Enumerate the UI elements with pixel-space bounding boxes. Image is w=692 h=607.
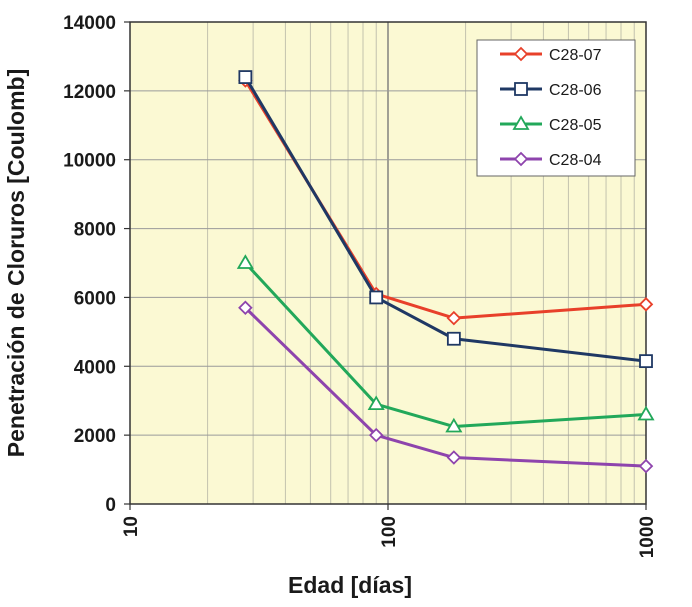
series-C28-06 <box>238 70 653 369</box>
data-point-diamond <box>513 46 529 62</box>
data-point-diamond <box>446 450 462 465</box>
x-tick-label: 1000 <box>637 516 658 558</box>
x-tick-label: 100 <box>379 516 400 548</box>
grid-lines <box>130 22 646 504</box>
y-tick-label: 14000 <box>63 13 116 34</box>
x-tick-labels: 10 100 1000 <box>121 504 658 558</box>
y-tick-label: 0 <box>105 495 116 516</box>
data-point-triangle <box>512 115 530 130</box>
legend-entry: C28-07 <box>500 46 602 64</box>
data-point-diamond <box>638 458 654 474</box>
series-C28-05 <box>236 254 655 433</box>
data-point-diamond <box>513 151 529 167</box>
x-tick-label: 10 <box>121 516 142 537</box>
y-tick-label: 10000 <box>63 151 116 172</box>
legend: C28-07 C28-06 C28-05 C28-04 <box>476 39 636 177</box>
data-point-square <box>514 82 528 96</box>
legend-label: C28-07 <box>549 47 602 64</box>
data-point-triangle <box>637 405 655 421</box>
data-point-triangle <box>367 395 385 411</box>
data-point-diamond <box>446 310 462 326</box>
legend-entry: C28-04 <box>500 151 602 169</box>
y-tick-label: 4000 <box>74 357 116 378</box>
series-line <box>244 76 647 363</box>
series-C28-04 <box>238 300 654 474</box>
y-tick-label: 12000 <box>63 82 116 103</box>
legend-label: C28-05 <box>549 117 602 134</box>
data-point-diamond <box>638 297 654 312</box>
y-tick-label: 6000 <box>74 288 116 309</box>
series-line <box>244 306 647 468</box>
data-point-square <box>369 290 384 305</box>
legend-items: C28-07 C28-06 C28-05 C28-04 <box>500 46 602 169</box>
data-point-square <box>238 70 253 84</box>
legend-box <box>476 39 636 177</box>
x-axis-title: Edad [días] <box>288 572 412 598</box>
legend-label: C28-04 <box>549 152 602 169</box>
legend-label: C28-06 <box>549 82 602 99</box>
data-point-triangle <box>445 417 463 433</box>
data-point-diamond <box>368 427 384 443</box>
series-group <box>236 70 655 474</box>
data-point-diamond <box>238 300 253 316</box>
series-line <box>244 261 647 429</box>
y-axis-title: Penetración de Cloruros [Coulomb] <box>3 69 29 457</box>
data-point-triangle <box>236 254 254 269</box>
legend-entry: C28-06 <box>500 82 602 99</box>
y-tick-label: 2000 <box>74 426 116 447</box>
data-point-square <box>639 354 653 369</box>
data-point-square <box>446 331 461 346</box>
y-tick-labels: 0 2000 4000 6000 8000 10000 12000 14000 <box>63 13 130 516</box>
legend-entry: C28-05 <box>500 115 602 134</box>
y-tick-label: 8000 <box>74 220 116 241</box>
